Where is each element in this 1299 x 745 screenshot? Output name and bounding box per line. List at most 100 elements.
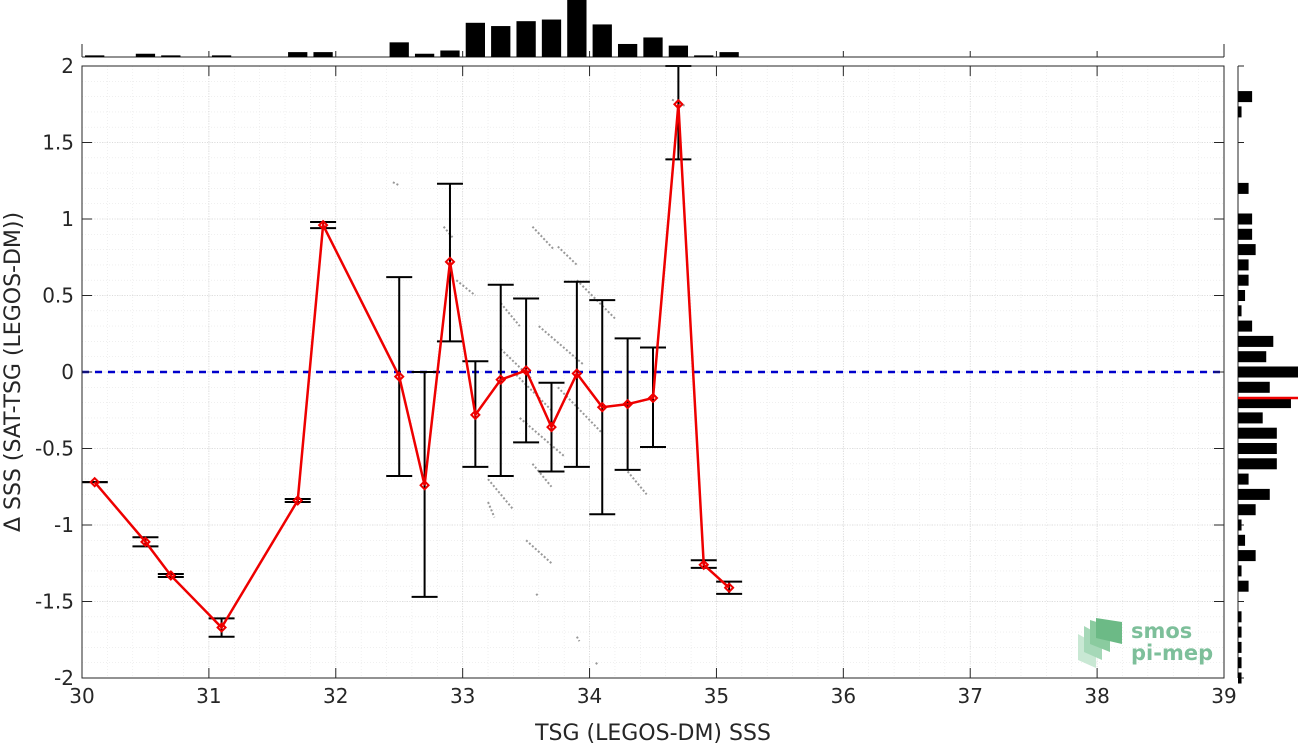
- top-histogram-bar: [592, 24, 612, 57]
- x-tick-label: 37: [957, 684, 982, 708]
- scatter-point-group: [499, 302, 521, 327]
- scatter-point-group: [455, 279, 476, 297]
- scatter-point-group: [512, 371, 553, 411]
- y-axis-label: Δ SSS (SAT-TSG (LEGOS-DM)): [1, 212, 26, 532]
- scatter-point-group: [557, 386, 603, 434]
- scatter-point-group: [557, 245, 578, 266]
- mean-point: [672, 98, 684, 110]
- scatter-point-group: [531, 463, 553, 488]
- right-histogram-bar: [1238, 641, 1242, 653]
- right-histogram-bar: [1238, 534, 1246, 546]
- right-histogram-bar: [1238, 442, 1277, 455]
- right-histogram-bar: [1238, 213, 1253, 225]
- y-tick-label: 0: [61, 360, 74, 384]
- top-histogram-bar: [541, 19, 562, 58]
- right-histogram-bar: [1238, 289, 1246, 302]
- x-tick-labels: 30 31 32 33 34 35 36 37 38 39: [69, 684, 1236, 708]
- right-histogram-bar: [1238, 106, 1242, 118]
- right-histogram-bar: [1238, 397, 1291, 409]
- mean-point: [723, 582, 735, 594]
- scatter-point-group: [487, 478, 515, 511]
- right-histogram-bar: [1238, 580, 1249, 592]
- top-histogram-bar: [211, 55, 232, 57]
- y-tick-labels: -2 -1.5 -1 -0.5 0 0.5 1 1.5 2: [35, 54, 74, 690]
- smos-pimep-logo: smos pi-mep: [1078, 618, 1213, 668]
- right-histogram-bar: [1238, 657, 1242, 669]
- mean-point: [647, 392, 659, 404]
- mean-point: [216, 622, 227, 633]
- y-tick-label: 2: [61, 54, 74, 78]
- top-histogram-bar: [414, 53, 435, 57]
- mean-point: [292, 495, 304, 506]
- right-histogram-bar: [1238, 550, 1256, 562]
- mean-point: [165, 570, 177, 581]
- right-histogram-bar: [1238, 335, 1274, 347]
- right-histogram: [1237, 65, 1298, 684]
- y-tick-label: -1.5: [35, 590, 74, 614]
- right-histogram-bar: [1238, 259, 1249, 271]
- top-histogram-bar: [313, 52, 333, 57]
- x-tick-label: 35: [704, 684, 729, 708]
- top-histogram-bar: [719, 52, 739, 57]
- top-histogram-bar: [85, 55, 105, 57]
- top-histogram-bar: [465, 22, 485, 57]
- top-histogram-bar: [389, 42, 409, 57]
- mean-point: [89, 476, 101, 488]
- y-tick-label: 0.5: [42, 284, 74, 308]
- x-tick-label: 34: [577, 684, 602, 708]
- right-histogram-bar: [1238, 381, 1270, 393]
- mean-point: [698, 559, 710, 571]
- top-histogram-bar: [516, 21, 536, 57]
- mean-point: [520, 365, 532, 376]
- y-tick-label: -1: [54, 513, 74, 537]
- mean-point: [571, 368, 583, 379]
- y-tick-label: -0.5: [35, 437, 74, 461]
- x-tick-label: 38: [1084, 684, 1109, 708]
- right-histogram-bar: [1238, 320, 1253, 332]
- scatter-point-group: [535, 593, 540, 598]
- top-histogram-bar: [440, 50, 460, 57]
- logo-text-line2: pi-mep: [1131, 641, 1213, 665]
- scatter-point-group: [595, 662, 600, 667]
- mean-point: [495, 374, 507, 386]
- y-tick-label: 1.5: [42, 131, 74, 155]
- scatter-point-group: [538, 325, 584, 366]
- right-histogram-bar: [1238, 504, 1256, 516]
- mean-point: [596, 401, 608, 413]
- right-histogram-bar: [1238, 565, 1242, 577]
- mean-point: [419, 479, 431, 491]
- x-tick-label: 31: [196, 684, 221, 708]
- scatter-point-group: [392, 181, 400, 187]
- mean-point: [140, 536, 151, 548]
- right-histogram-bar: [1238, 519, 1242, 531]
- mean-point: [444, 256, 456, 268]
- x-tick-label: 30: [69, 684, 94, 708]
- y-tick-label: 1: [61, 207, 74, 231]
- top-histogram-bar: [135, 53, 156, 57]
- top-histogram: [81, 0, 1225, 58]
- right-histogram-bar: [1238, 274, 1249, 286]
- right-histogram-bar: [1238, 412, 1263, 424]
- x-tick-label: 36: [831, 684, 856, 708]
- right-histogram-bar: [1238, 427, 1277, 439]
- top-histogram-bar: [491, 26, 511, 57]
- scatter-point-group: [575, 636, 581, 642]
- top-histogram-bar: [567, 0, 587, 57]
- right-histogram-bar: [1238, 488, 1270, 500]
- y-tick-label: -2: [54, 666, 74, 690]
- top-histogram-bar: [288, 52, 308, 57]
- top-histogram-bar: [643, 37, 663, 57]
- scatter-point-group: [519, 417, 565, 457]
- mean-point: [317, 219, 329, 231]
- right-histogram-bar: [1238, 366, 1298, 378]
- mean-point: [393, 371, 405, 383]
- x-axis-label: TSG (LEGOS-DM) SSS: [534, 721, 771, 745]
- right-histogram-bar: [1238, 182, 1249, 194]
- right-histogram-bar: [1238, 91, 1253, 103]
- right-histogram-bar: [1238, 228, 1253, 240]
- right-histogram-bar: [1238, 244, 1256, 256]
- x-tick-label: 32: [323, 684, 348, 708]
- mean-point: [622, 398, 634, 410]
- x-tick-label: 33: [450, 684, 475, 708]
